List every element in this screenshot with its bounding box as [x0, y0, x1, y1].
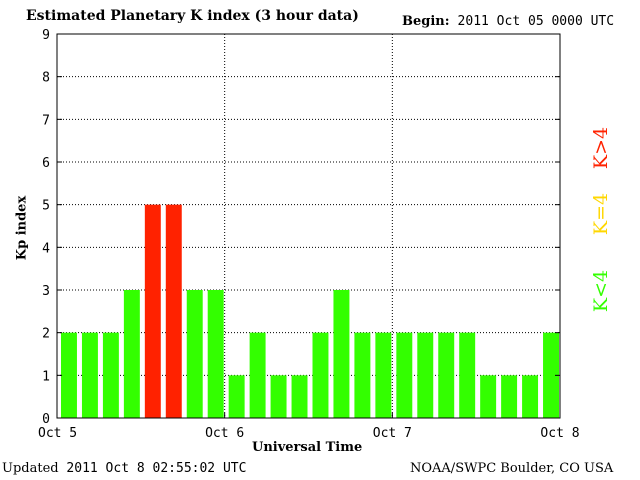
kp-bar — [249, 332, 266, 418]
begin-time: Begin: 2011 Oct 05 0000 UTC — [402, 14, 614, 29]
kp-bar — [543, 332, 559, 418]
y-tick-label: 1 — [42, 369, 50, 384]
kp-bar — [144, 204, 161, 418]
kp-bar — [207, 290, 224, 418]
updated-timestamp: Updated 2011 Oct 8 02:55:02 UTC — [2, 461, 246, 476]
kp-bar — [438, 332, 455, 418]
begin-value: 2011 Oct 05 0000 UTC — [457, 14, 615, 29]
y-tick-label: 9 — [42, 28, 50, 43]
kp-bar — [396, 332, 413, 418]
kp-bar — [312, 332, 329, 418]
y-tick-label: 3 — [42, 284, 50, 299]
kp-bar — [354, 332, 371, 418]
kp-bar — [270, 375, 287, 418]
legend-k-greater-4: K>4 — [590, 126, 612, 170]
kp-bar — [333, 290, 350, 418]
kp-bar — [501, 375, 518, 418]
x-tick-label: Oct 6 — [205, 426, 244, 441]
chart-title: Estimated Planetary K index (3 hour data… — [26, 8, 359, 24]
kp-bar — [417, 332, 434, 418]
kp-bar — [522, 375, 539, 418]
x-tick-label: Oct 7 — [373, 426, 412, 441]
kp-bar — [375, 332, 392, 418]
y-tick-label: 4 — [42, 241, 50, 256]
kp-bar — [186, 290, 203, 418]
y-tick-label: 2 — [42, 327, 50, 342]
kp-bar — [291, 375, 308, 418]
kp-bar — [165, 204, 182, 418]
y-tick-label: 5 — [42, 199, 50, 214]
x-axis-label: Universal Time — [252, 440, 363, 455]
y-tick-label: 0 — [42, 412, 50, 427]
y-tick-label: 8 — [42, 71, 50, 86]
x-tick-label: Oct 8 — [540, 426, 579, 441]
updated-value: 2011 Oct 8 02:55:02 UTC — [66, 461, 247, 476]
legend-k-equal-4: K=4 — [590, 192, 612, 236]
y-tick-label: 6 — [42, 156, 50, 171]
updated-label: Updated — [2, 461, 59, 476]
kp-bar — [228, 375, 245, 418]
kp-bar — [61, 332, 77, 418]
begin-label: Begin: — [402, 14, 450, 29]
x-tick-label: Oct 5 — [38, 426, 77, 441]
kp-bar — [81, 332, 98, 418]
kp-bar — [123, 290, 140, 418]
legend-k-less-4: K<4 — [590, 269, 612, 313]
kp-bar — [480, 375, 497, 418]
y-axis-label: Kp index — [14, 195, 30, 261]
plot-frame — [56, 33, 561, 419]
source-credit: NOAA/SWPC Boulder, CO USA — [410, 461, 614, 476]
kp-bar — [459, 332, 476, 418]
y-tick-label: 7 — [42, 113, 50, 128]
kp-bar — [102, 332, 119, 418]
